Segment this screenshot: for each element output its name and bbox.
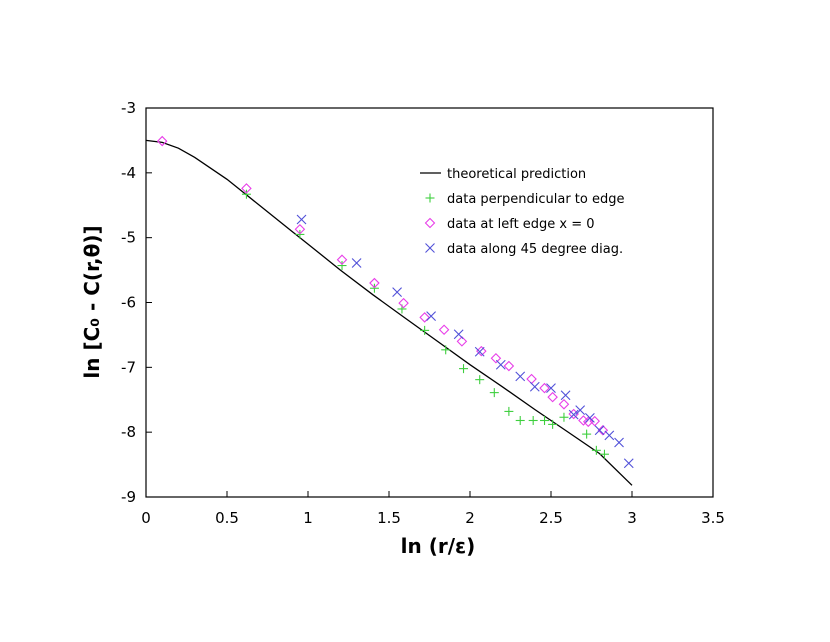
perpendicular-point: [489, 388, 499, 398]
diagonal-point: [623, 458, 634, 469]
diagonal-point: [474, 346, 485, 357]
diagonal-point: [546, 383, 556, 393]
perpendicular-point: [540, 415, 550, 425]
legend-item: data along 45 degree diag.: [425, 242, 623, 257]
plot-area: [145, 107, 714, 498]
diagonal-point: [594, 425, 605, 436]
x-tick-label: 0: [141, 509, 151, 527]
x-tick-label: 0.5: [215, 509, 239, 527]
y-tick-label: -8: [121, 423, 136, 441]
left-edge-point: [568, 408, 579, 420]
legend-label: data at left edge x = 0: [447, 217, 595, 232]
left-edge-point: [369, 277, 380, 289]
diagonal-point: [515, 371, 526, 382]
legend-marker-swatch: [424, 217, 436, 229]
diagonal-point: [614, 437, 624, 448]
diagonal-point: [453, 329, 464, 340]
diagonal-point: [584, 413, 595, 423]
left-edge-point: [597, 424, 609, 436]
diagonal-point: [296, 214, 307, 225]
x-tick-label: 1: [303, 509, 313, 527]
perpendicular-point: [548, 419, 558, 429]
perpendicular-point: [420, 325, 430, 335]
legend-label: data along 45 degree diag.: [447, 242, 623, 257]
diagonal-point: [426, 311, 437, 322]
left-edge-point: [438, 324, 450, 336]
y-tick-label: -3: [121, 99, 136, 117]
axis-layer: 0 0.5 1 1.5 2 2.5 3 3.5 -9 -8 -7 -6 -5 -4 -3: [121, 99, 725, 527]
perpendicular-point: [528, 415, 538, 425]
legend: theoretical prediction data perpendicular…: [420, 167, 625, 257]
y-axis-title: ln [C₀ - C(r,θ)]: [80, 225, 104, 378]
perpendicular-point: [475, 375, 485, 385]
diagonal-point: [575, 405, 586, 416]
y-tick-label: -7: [121, 358, 136, 376]
x-axis-title: ln (r/ε): [401, 534, 476, 558]
diagonal-point: [568, 409, 579, 420]
x-tick-label: 1.5: [377, 509, 401, 527]
left-edge-point: [456, 336, 468, 347]
left-edge-point: [419, 312, 430, 323]
x-tick-label: 3.5: [701, 509, 725, 527]
perpendicular-point: [582, 429, 592, 439]
y-tick-label: -6: [121, 294, 136, 312]
left-edge-point: [558, 399, 570, 410]
perpendicular-point: [337, 261, 347, 271]
legend-marker-swatch: [425, 193, 435, 203]
diagonal-point: [604, 430, 615, 441]
left-edge-point: [156, 135, 168, 147]
theoretical-curve: [145, 139, 633, 486]
y-tick-label: -4: [121, 164, 136, 182]
y-tick-label: -5: [121, 229, 136, 247]
legend-item: data perpendicular to edge: [425, 192, 625, 207]
left-edge-point: [336, 254, 348, 265]
perpendicular-point: [591, 445, 601, 455]
left-edge-point: [539, 382, 550, 394]
x-tick-label: 2.5: [539, 509, 563, 527]
left-edge-point: [294, 223, 306, 235]
marker-layer: [156, 135, 634, 469]
left-edge-point: [490, 352, 502, 364]
perpendicular-point: [559, 412, 569, 422]
legend-item: data at left edge x = 0: [424, 217, 595, 232]
left-edge-point: [547, 391, 558, 403]
perpendicular-point: [241, 189, 251, 199]
perpendicular-point: [599, 449, 609, 459]
diagonal-point: [529, 381, 540, 392]
y-tick-label: -9: [121, 488, 136, 506]
perpendicular-point: [504, 406, 514, 416]
curve-layer: [145, 139, 633, 486]
x-tick-label: 2: [465, 509, 475, 527]
legend-marker-swatch: [425, 243, 435, 253]
left-edge-point: [503, 360, 515, 372]
legend-label: theoretical prediction: [447, 167, 586, 182]
perpendicular-point: [515, 415, 525, 425]
legend-item: theoretical prediction: [420, 167, 586, 182]
diagonal-point: [495, 359, 506, 370]
diagonal-point: [560, 390, 571, 401]
left-edge-point: [398, 297, 409, 309]
perpendicular-point: [459, 364, 469, 374]
legend-label: data perpendicular to edge: [447, 192, 625, 207]
perpendicular-point: [441, 345, 451, 355]
diagonal-point: [351, 258, 362, 268]
x-tick-label: 3: [627, 509, 637, 527]
left-edge-point: [241, 183, 252, 194]
diagonal-point: [392, 287, 402, 298]
